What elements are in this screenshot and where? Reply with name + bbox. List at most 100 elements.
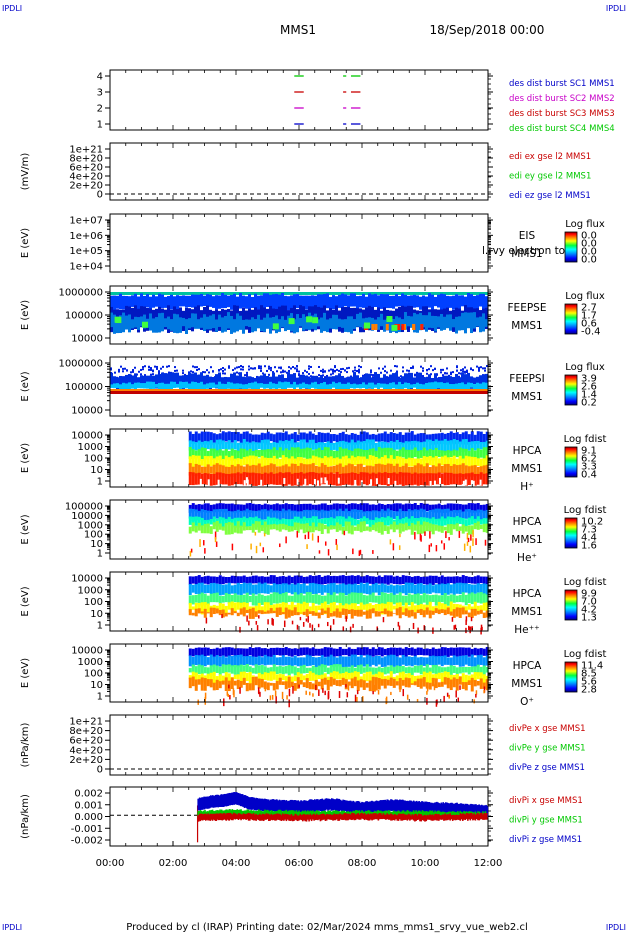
heatmap-cell <box>404 575 408 585</box>
heatmap-cell <box>207 479 210 486</box>
heatmap-cell <box>419 312 422 331</box>
heatmap-cell <box>365 439 369 453</box>
heatmap-cell <box>419 517 423 527</box>
heatmap-cell <box>419 503 423 512</box>
heatmap-cell <box>254 449 258 460</box>
heatmap-cell <box>383 678 387 689</box>
heatmap-cell <box>398 472 402 485</box>
heatmap-cell <box>386 516 390 526</box>
heatmap-cell <box>248 455 252 468</box>
heatmap-cell <box>461 607 465 615</box>
heatmap-cell <box>116 363 119 383</box>
y-axis-label: E (eV) <box>20 514 31 544</box>
heatmap-cell <box>452 376 455 388</box>
heatmap-cell <box>404 595 408 605</box>
heatmap-cell <box>239 517 243 527</box>
heatmap-cell <box>377 373 380 387</box>
heatmap-cell <box>359 509 363 519</box>
heatmap-cell <box>368 680 372 692</box>
heatmap-cell <box>440 450 444 458</box>
heatmap-cell <box>466 541 469 546</box>
heatmap-cell <box>266 391 269 394</box>
heatmap-cell <box>128 292 131 295</box>
heatmap-cell <box>332 602 336 612</box>
heatmap-cell <box>473 510 477 521</box>
heatmap-cell <box>338 691 341 698</box>
heatmap-cell <box>218 503 222 512</box>
heatmap-cell <box>137 363 140 383</box>
heatmap-cell <box>378 367 380 370</box>
heatmap-cell <box>356 440 360 453</box>
heatmap-cell <box>263 391 266 394</box>
heatmap-cell <box>284 370 286 373</box>
heatmap-cell <box>383 292 386 295</box>
heatmap-cell <box>365 682 369 688</box>
heatmap-cell <box>486 365 488 368</box>
heatmap-cell <box>293 381 296 391</box>
heatmap-cell <box>374 372 377 385</box>
heatmap-cell <box>194 366 196 369</box>
heatmap-cell <box>197 608 201 614</box>
heatmap-cell <box>206 673 210 685</box>
heatmap-cell <box>287 434 291 444</box>
heatmap-cell <box>382 617 385 623</box>
heatmap-cell <box>406 694 409 700</box>
heatmap-cell <box>299 680 303 685</box>
heatmap-cell <box>383 525 387 531</box>
heatmap-cell <box>224 672 228 682</box>
heatmap-cell <box>239 583 243 596</box>
heatmap-cell <box>344 504 348 512</box>
heatmap-cell <box>248 620 250 626</box>
heatmap-cell <box>278 391 281 394</box>
heatmap-cell <box>284 319 287 332</box>
heatmap-cell <box>312 371 314 374</box>
heatmap-cell <box>248 595 252 603</box>
heatmap-cell <box>347 295 350 308</box>
heatmap-cell <box>305 592 309 606</box>
legend-label: divPe z gse MMS1 <box>509 763 585 773</box>
heatmap-cell <box>422 473 426 486</box>
heatmap-cell <box>371 324 375 330</box>
y-tick-label: 6e+20 <box>69 736 103 747</box>
heatmap-cell <box>389 677 393 686</box>
heatmap-cell <box>242 582 246 594</box>
heatmap-cell <box>302 647 306 656</box>
heatmap-cell <box>120 365 122 368</box>
heatmap-cell <box>380 522 384 535</box>
heatmap-cell <box>206 679 210 687</box>
heatmap-cell <box>470 608 474 618</box>
heatmap-cell <box>392 676 396 680</box>
heatmap-cell <box>419 608 423 615</box>
heatmap-cell <box>353 466 357 474</box>
heatmap-cell <box>365 363 368 383</box>
heatmap-cell <box>464 391 467 394</box>
heatmap-cell <box>395 433 399 443</box>
heatmap-cell <box>317 535 320 543</box>
heatmap-cell <box>395 656 399 666</box>
heatmap-cell <box>260 473 264 486</box>
heatmap-cell <box>332 391 335 394</box>
heatmap-cell <box>430 365 432 368</box>
heatmap-cell <box>467 441 471 451</box>
heatmap-cell <box>473 391 476 394</box>
heatmap-cell <box>281 432 285 444</box>
heatmap-cell <box>434 466 438 475</box>
heatmap-cell <box>299 295 302 309</box>
heatmap-cell <box>359 295 362 308</box>
heatmap-cell <box>470 516 474 525</box>
heatmap-cell <box>485 440 489 452</box>
heatmap-cell <box>335 680 339 686</box>
heatmap-cell <box>212 370 214 373</box>
heatmap-cell <box>224 376 227 385</box>
heatmap-cell <box>293 292 296 295</box>
heatmap-cell <box>398 377 401 385</box>
heatmap-cell <box>397 324 401 330</box>
heatmap-cell <box>434 608 438 614</box>
y-tick-label: 10000 <box>71 511 103 522</box>
heatmap-cell <box>212 448 216 460</box>
heatmap-cell <box>401 434 405 444</box>
heatmap-cell <box>404 647 408 657</box>
heatmap-cell <box>272 583 276 595</box>
heatmap-cell <box>470 576 474 584</box>
